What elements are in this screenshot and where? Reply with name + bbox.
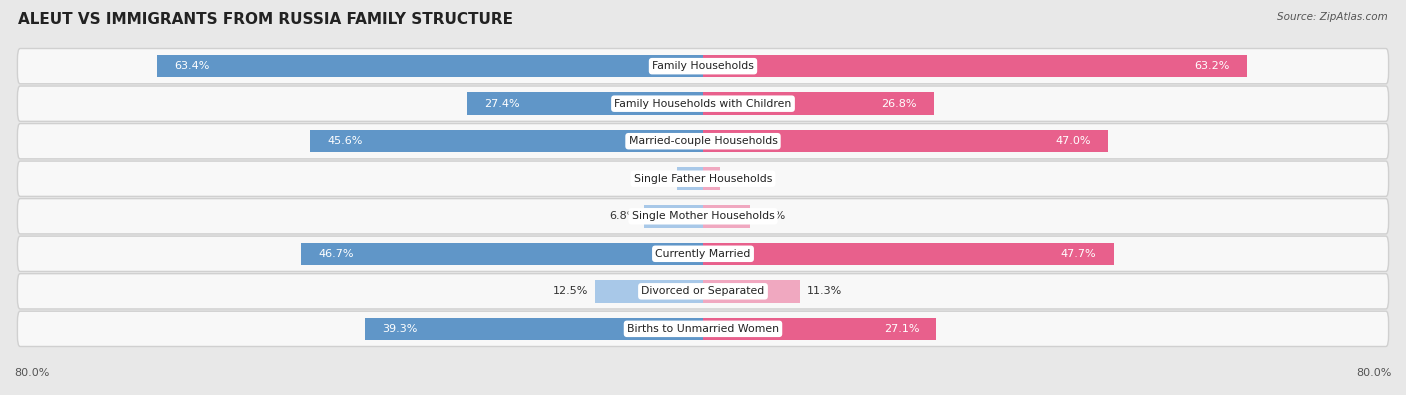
Text: Single Mother Households: Single Mother Households <box>631 211 775 221</box>
Text: 63.2%: 63.2% <box>1195 61 1230 71</box>
Text: 80.0%: 80.0% <box>14 368 49 378</box>
Text: Source: ZipAtlas.com: Source: ZipAtlas.com <box>1277 12 1388 22</box>
Text: 46.7%: 46.7% <box>318 249 353 259</box>
FancyBboxPatch shape <box>17 49 1389 84</box>
Text: 11.3%: 11.3% <box>807 286 842 296</box>
FancyBboxPatch shape <box>17 236 1389 271</box>
Bar <box>678 167 703 190</box>
Text: Family Households: Family Households <box>652 61 754 71</box>
Bar <box>703 130 1108 152</box>
Bar <box>703 318 936 340</box>
Bar <box>703 280 800 303</box>
Text: 6.8%: 6.8% <box>609 211 637 221</box>
Text: Family Households with Children: Family Households with Children <box>614 99 792 109</box>
Bar <box>644 205 703 228</box>
Text: Married-couple Households: Married-couple Households <box>628 136 778 146</box>
Text: 26.8%: 26.8% <box>882 99 917 109</box>
Bar <box>595 280 703 303</box>
Bar <box>703 92 934 115</box>
Text: ALEUT VS IMMIGRANTS FROM RUSSIA FAMILY STRUCTURE: ALEUT VS IMMIGRANTS FROM RUSSIA FAMILY S… <box>18 12 513 27</box>
Bar <box>467 92 703 115</box>
Text: 27.4%: 27.4% <box>484 99 520 109</box>
Text: Single Father Households: Single Father Households <box>634 174 772 184</box>
Bar <box>703 243 1114 265</box>
FancyBboxPatch shape <box>17 161 1389 196</box>
Text: 80.0%: 80.0% <box>1357 368 1392 378</box>
Text: Births to Unmarried Women: Births to Unmarried Women <box>627 324 779 334</box>
Text: 63.4%: 63.4% <box>174 61 209 71</box>
Text: 47.7%: 47.7% <box>1062 249 1097 259</box>
Text: 12.5%: 12.5% <box>553 286 589 296</box>
Text: Currently Married: Currently Married <box>655 249 751 259</box>
Text: 45.6%: 45.6% <box>328 136 363 146</box>
FancyBboxPatch shape <box>17 274 1389 309</box>
Bar <box>157 55 703 77</box>
FancyBboxPatch shape <box>17 86 1389 121</box>
Text: Divorced or Separated: Divorced or Separated <box>641 286 765 296</box>
Bar <box>703 205 751 228</box>
FancyBboxPatch shape <box>17 199 1389 234</box>
Text: 3.0%: 3.0% <box>643 174 671 184</box>
Text: 47.0%: 47.0% <box>1054 136 1091 146</box>
Text: 27.1%: 27.1% <box>883 324 920 334</box>
Text: 39.3%: 39.3% <box>382 324 418 334</box>
Bar <box>703 55 1247 77</box>
Text: 5.5%: 5.5% <box>758 211 786 221</box>
Bar <box>301 243 703 265</box>
Bar <box>311 130 703 152</box>
Bar <box>364 318 703 340</box>
FancyBboxPatch shape <box>17 124 1389 159</box>
Bar <box>703 167 720 190</box>
FancyBboxPatch shape <box>17 311 1389 346</box>
Text: 2.0%: 2.0% <box>727 174 755 184</box>
